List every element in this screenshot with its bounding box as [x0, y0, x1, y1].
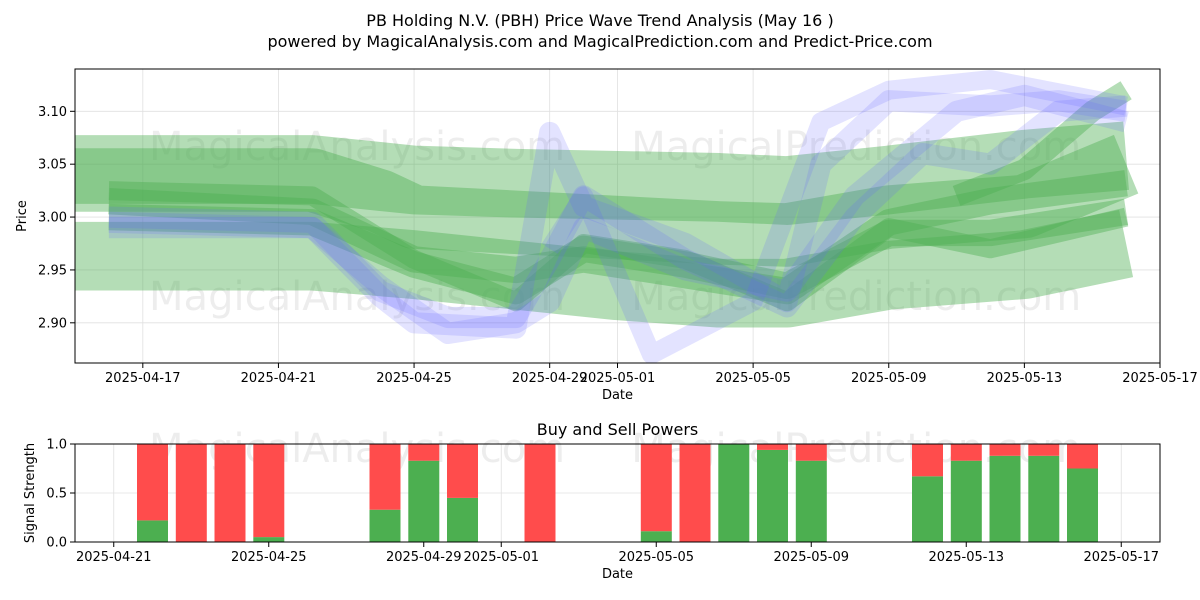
sell-bar: [524, 444, 556, 542]
sell-bar: [175, 444, 207, 542]
x-tick-label: 2025-05-17: [1122, 371, 1198, 386]
buy-bar: [1067, 468, 1098, 542]
y-tick-label: 3.00: [38, 211, 67, 226]
buy-bar: [1028, 455, 1060, 542]
x-tick-label: 2025-04-29: [512, 371, 588, 386]
buy-bar: [912, 476, 943, 542]
buy-bar: [757, 449, 788, 542]
x-tick-label: 2025-05-17: [1083, 550, 1159, 565]
watermark-text: MagicalPrediction.com: [631, 124, 1081, 170]
wave-band-blue: [541, 70, 1128, 363]
x-tick-label: 2025-04-25: [231, 550, 307, 565]
sell-bar: [369, 444, 401, 510]
sell-bar: [137, 444, 168, 521]
buy-bar: [408, 460, 440, 542]
buy-bar: [137, 520, 168, 542]
sell-bar: [912, 444, 943, 477]
watermark-text: MagicalAnalysis.com: [149, 274, 565, 320]
wave-band-green: [75, 209, 1134, 328]
x-tick-label: 2025-05-09: [851, 371, 927, 386]
y-axis-label: Signal Strength: [23, 443, 38, 543]
sell-bar: [447, 444, 478, 498]
y-tick-label: 1.0: [46, 438, 67, 453]
y-tick-label: 3.05: [38, 158, 67, 173]
wave-band-blue: [108, 95, 1127, 329]
x-axis-label: Date: [602, 567, 633, 582]
buy-bar: [795, 460, 827, 542]
x-tick-label: 2025-04-17: [105, 371, 181, 386]
wave-band-green: [108, 198, 1129, 305]
wave-band-blue: [108, 84, 1129, 344]
x-tick-label: 2025-04-29: [386, 550, 462, 565]
wave-band-green: [75, 121, 1129, 225]
y-tick-label: 2.95: [38, 263, 67, 278]
x-tick-label: 2025-04-21: [241, 371, 317, 386]
y-tick-label: 2.90: [38, 316, 67, 331]
sell-bar: [1028, 444, 1060, 456]
x-tick-label: 2025-05-13: [928, 550, 1004, 565]
chart-title: PB Holding N.V. (PBH) Price Wave Trend A…: [366, 11, 833, 30]
sell-bar: [408, 444, 440, 461]
sell-bar: [950, 444, 982, 461]
watermark-text: MagicalPrediction.com: [631, 274, 1081, 320]
buy-bar: [718, 444, 750, 542]
x-axis-label: Date: [602, 388, 633, 403]
sell-bar: [640, 444, 672, 532]
sell-bar: [679, 444, 711, 542]
bars-title: Buy and Sell Powers: [537, 420, 699, 439]
sell-bar: [757, 444, 788, 450]
price-wave-panel: MagicalAnalysis.com MagicalPrediction.com…: [15, 68, 1198, 403]
sell-bar: [1067, 444, 1098, 469]
buy-bar: [950, 460, 982, 542]
buy-bar: [447, 497, 478, 542]
sell-bar: [253, 444, 285, 538]
wave-bands: [75, 70, 1139, 363]
x-tick-label: 2025-05-09: [773, 550, 849, 565]
x-tick-label: 2025-05-01: [580, 371, 656, 386]
buy-bar: [253, 537, 285, 542]
watermark-text: MagicalAnalysis.com: [149, 426, 565, 472]
y-axis-label: Price: [15, 200, 30, 232]
buy-sell-panel: MagicalAnalysis.com MagicalPrediction.com…: [23, 420, 1161, 582]
sell-bar: [795, 444, 827, 461]
buy-bar: [640, 531, 672, 542]
chart-subtitle: powered by MagicalAnalysis.com and Magic…: [267, 32, 932, 51]
wave-band-blue: [108, 90, 1128, 339]
buy-bar: [989, 455, 1021, 542]
buy-bar: [369, 509, 401, 542]
wave-band-green: [75, 134, 1139, 267]
wave-band-green: [108, 181, 1129, 312]
x-tick-label: 2025-05-05: [715, 371, 791, 386]
y-tick-label: 0.5: [46, 487, 67, 502]
sell-bar: [989, 444, 1021, 456]
wave-band-green: [952, 81, 1132, 206]
sell-bar: [214, 444, 246, 542]
x-tick-label: 2025-05-05: [618, 550, 694, 565]
x-tick-label: 2025-04-25: [376, 371, 452, 386]
y-tick-label: 3.10: [38, 105, 67, 120]
x-tick-label: 2025-04-21: [76, 550, 152, 565]
wave-band-green: [108, 170, 1128, 305]
watermark-text: MagicalAnalysis.com: [149, 124, 565, 170]
x-tick-label: 2025-05-01: [463, 550, 539, 565]
x-tick-label: 2025-05-13: [987, 371, 1063, 386]
y-tick-label: 0.0: [46, 536, 67, 551]
